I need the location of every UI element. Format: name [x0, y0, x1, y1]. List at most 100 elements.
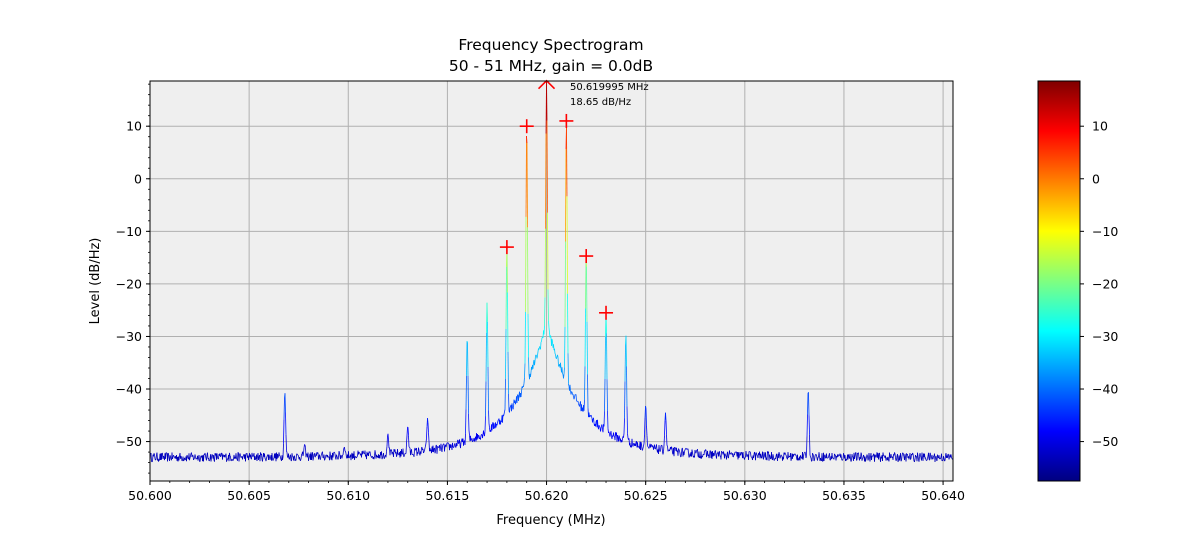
trace-segment [212, 454, 213, 455]
trace-segment [867, 455, 868, 456]
trace-segment [340, 452, 341, 456]
trace-segment [594, 418, 595, 423]
trace-segment [489, 424, 490, 428]
trace-segment [891, 454, 892, 457]
trace-segment [717, 453, 718, 458]
trace-segment [914, 457, 915, 461]
trace-segment [541, 342, 542, 349]
trace-segment [665, 421, 666, 436]
trace-segment [305, 445, 306, 448]
trace-segment [306, 454, 307, 458]
trace-segment [323, 452, 324, 458]
trace-segment [281, 458, 282, 460]
trace-segment [842, 459, 843, 461]
trace-segment [549, 321, 550, 328]
trace-segment [473, 441, 474, 442]
trace-segment [809, 415, 810, 435]
trace-segment [598, 420, 599, 427]
colorbar-tick-label: 10 [1092, 119, 1108, 134]
trace-segment [922, 453, 923, 458]
trace-segment [524, 383, 525, 387]
trace-segment [731, 453, 732, 454]
trace-segment [312, 455, 313, 460]
trace-segment [269, 455, 270, 457]
trace-segment [644, 435, 645, 444]
trace-segment [388, 434, 389, 440]
trace-segment [538, 352, 539, 356]
trace-segment [305, 444, 306, 445]
trace-segment [225, 455, 226, 458]
trace-segment [672, 448, 673, 453]
trace-segment [770, 455, 771, 457]
trace-segment [646, 406, 647, 408]
trace-segment [817, 455, 818, 458]
trace-segment [563, 374, 564, 375]
trace-segment [659, 445, 660, 451]
trace-segment [198, 458, 199, 461]
trace-segment [614, 433, 615, 436]
trace-segment [412, 449, 413, 454]
trace-segment [179, 456, 180, 461]
trace-segment [643, 448, 644, 450]
trace-segment [184, 461, 185, 462]
trace-segment [725, 454, 726, 455]
trace-segment [483, 435, 484, 439]
x-axis-label: Frequency (MHz) [496, 513, 605, 528]
trace-segment [864, 455, 865, 456]
trace-segment [443, 445, 444, 446]
y-tick-label: −20 [116, 276, 142, 291]
trace-segment [849, 454, 850, 456]
trace-segment [716, 450, 717, 455]
trace-segment [232, 459, 233, 460]
trace-segment [294, 457, 295, 461]
trace-segment [451, 445, 452, 447]
trace-segment [535, 362, 536, 366]
trace-segment [559, 366, 560, 367]
trace-segment [249, 457, 250, 461]
trace-segment [236, 453, 237, 458]
trace-segment [739, 455, 740, 457]
trace-segment [811, 458, 812, 462]
trace-segment [816, 454, 817, 455]
trace-segment [339, 451, 340, 458]
trace-segment [273, 459, 274, 461]
trace-segment [204, 454, 205, 461]
trace-segment [900, 457, 901, 460]
trace-segment [569, 384, 570, 386]
trace-segment [756, 453, 757, 461]
trace-segment [356, 457, 357, 458]
trace-segment [762, 456, 763, 459]
trace-segment [872, 456, 873, 460]
trace-segment [815, 456, 816, 460]
trace-segment [337, 456, 338, 457]
trace-segment [272, 453, 273, 459]
trace-segment [239, 454, 240, 461]
trace-segment [547, 81, 548, 121]
trace-segment [349, 451, 350, 458]
y-tick-label: −30 [116, 329, 142, 344]
trace-segment [335, 454, 336, 458]
trace-segment [709, 456, 710, 458]
trace-segment [549, 328, 550, 332]
trace-segment [679, 449, 680, 450]
trace-segment [407, 436, 408, 444]
trace-segment [464, 441, 465, 445]
trace-segment [654, 447, 655, 450]
trace-segment [448, 443, 449, 444]
trace-segment [562, 367, 563, 374]
trace-segment [419, 448, 420, 451]
x-tick-label: 50.610 [326, 488, 370, 503]
trace-segment [743, 452, 744, 458]
trace-segment [952, 458, 953, 459]
trace-segment [749, 452, 750, 460]
trace-segment [898, 461, 899, 462]
trace-segment [284, 419, 285, 444]
trace-segment [556, 355, 557, 359]
trace-segment [647, 425, 648, 436]
trace-segment [497, 423, 498, 425]
trace-segment [804, 453, 805, 454]
trace-segment [426, 438, 427, 443]
trace-segment [155, 455, 156, 459]
trace-segment [855, 456, 856, 459]
